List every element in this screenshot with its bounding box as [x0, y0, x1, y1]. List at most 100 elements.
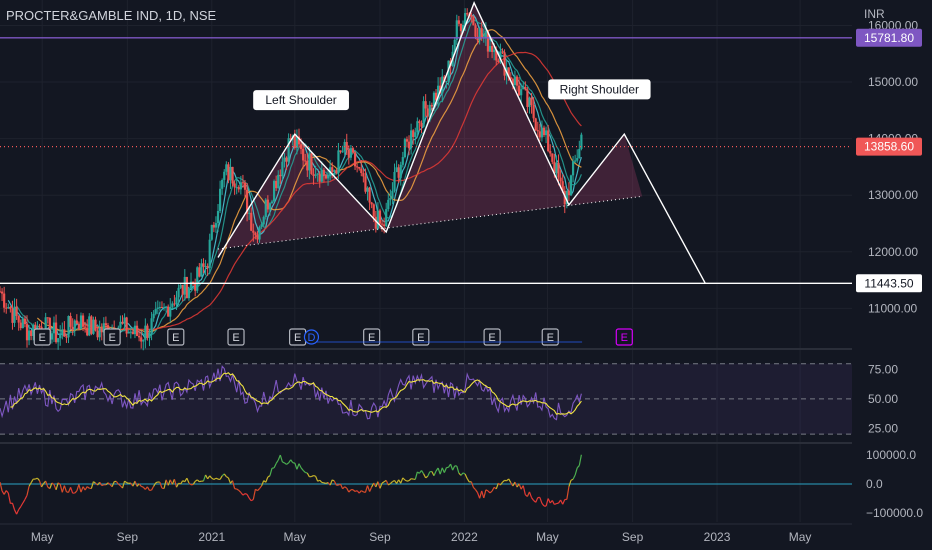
candle-body	[227, 164, 230, 181]
price-level-tag[interactable]	[856, 274, 922, 293]
time-tick-label: Sep	[622, 530, 644, 544]
rsi-pane[interactable]	[0, 363, 852, 435]
oscillator-segment	[408, 478, 412, 482]
oscillator-segment	[90, 481, 95, 489]
annotation-labels[interactable]: Left Shoulder Right Shoulder	[253, 79, 651, 111]
candle-body	[293, 135, 296, 148]
oscillator-segment	[576, 465, 580, 469]
time-axis[interactable]: May Sep 2021 May Sep 2022 May Sep 2023 May	[31, 530, 812, 544]
candle-body	[304, 160, 307, 162]
candle-body	[424, 101, 427, 109]
oscillator-segment	[298, 463, 302, 469]
candle-body	[412, 130, 415, 138]
candle-body	[472, 16, 475, 26]
earnings-marker[interactable]	[541, 328, 559, 346]
candle-body	[144, 325, 147, 340]
candle-body	[341, 151, 344, 153]
candle-body	[154, 308, 157, 314]
oscillator-segment	[329, 479, 333, 486]
oscillator-segment	[66, 491, 69, 493]
oscillator-segment	[502, 479, 505, 483]
candle-body	[337, 150, 340, 174]
oscillator-segment	[522, 485, 526, 495]
price-level-tag[interactable]	[856, 137, 922, 156]
candle-body	[295, 136, 299, 148]
candle-body	[289, 138, 292, 140]
oscillator-segment	[387, 483, 391, 486]
candle-body	[501, 51, 504, 53]
candle-body	[102, 323, 105, 333]
candle-body	[459, 23, 463, 32]
earnings-marker[interactable]	[412, 328, 430, 346]
oscillator-segment	[242, 493, 246, 496]
oscillator-segment	[358, 490, 362, 494]
candle-body	[395, 167, 398, 172]
candle-body	[490, 46, 494, 52]
annotation-label: Left Shoulder	[265, 93, 336, 107]
level-lines[interactable]	[0, 37, 852, 284]
earnings-marker[interactable]	[483, 328, 501, 346]
candle-body	[185, 276, 188, 299]
oscillator-segment	[427, 471, 431, 477]
candle-body	[183, 276, 186, 295]
dividend-marker[interactable]	[303, 329, 320, 345]
currency-label: INR	[864, 7, 885, 21]
candle-body	[488, 46, 492, 52]
rsi-line[interactable]	[0, 365, 582, 421]
oscillator-tick-label: 100000.0	[866, 448, 916, 462]
earnings-marker[interactable]	[103, 328, 121, 346]
oscillator-segment	[464, 473, 468, 479]
candle-body	[160, 306, 164, 308]
candle-body	[455, 20, 458, 40]
price-axis[interactable]: INR16000.0015000.0014000.0013000.0012000…	[852, 0, 932, 550]
rsi-ma-line[interactable]	[10, 372, 582, 415]
candle-body	[380, 223, 384, 225]
event-label: E	[172, 332, 179, 344]
candle-body	[549, 151, 552, 154]
oscillator-segment	[159, 481, 163, 489]
head-and-shoulders-line[interactable]	[217, 1, 706, 284]
oscillator-segment	[26, 486, 30, 496]
candle-body	[486, 31, 490, 52]
annotation-box[interactable]	[548, 79, 651, 100]
candle-body	[81, 315, 85, 327]
candle-body	[358, 166, 361, 169]
candle-body	[372, 204, 375, 217]
oscillator-segment	[279, 454, 283, 463]
candle-body	[25, 324, 29, 341]
earnings-marker[interactable]	[167, 328, 185, 346]
candle-body	[5, 307, 8, 309]
candle-body	[84, 326, 87, 328]
pattern-lines[interactable]	[217, 1, 706, 284]
oscillator-segment	[315, 475, 319, 482]
candle-body	[345, 141, 348, 150]
candle-body	[503, 52, 506, 76]
candle-body	[349, 148, 353, 158]
oscillator-segment	[456, 465, 460, 474]
oscillator-segment	[209, 475, 213, 479]
earnings-marker[interactable]	[227, 328, 245, 346]
oscillator-segment	[192, 481, 196, 485]
oscillator-segment	[28, 482, 32, 487]
annotation-box[interactable]	[253, 90, 349, 111]
candle-body	[59, 334, 62, 339]
neckline[interactable]	[217, 195, 643, 250]
candle-body	[360, 168, 363, 174]
oscillator-segment	[257, 488, 260, 492]
candle-body	[250, 212, 253, 231]
earnings-marker[interactable]	[615, 328, 633, 346]
oscillator-segment	[325, 481, 329, 485]
candle-body	[218, 188, 222, 211]
candle-body	[221, 179, 224, 189]
candle-body	[50, 333, 54, 340]
candle-body	[79, 315, 83, 330]
earnings-marker[interactable]	[33, 328, 51, 346]
oscillator-pane[interactable]	[0, 454, 852, 515]
candle-body	[52, 322, 56, 334]
earnings-marker[interactable]	[363, 328, 381, 346]
candle-body	[146, 325, 149, 338]
time-tick-label: May	[536, 530, 559, 544]
price-level-tag[interactable]	[856, 28, 922, 47]
